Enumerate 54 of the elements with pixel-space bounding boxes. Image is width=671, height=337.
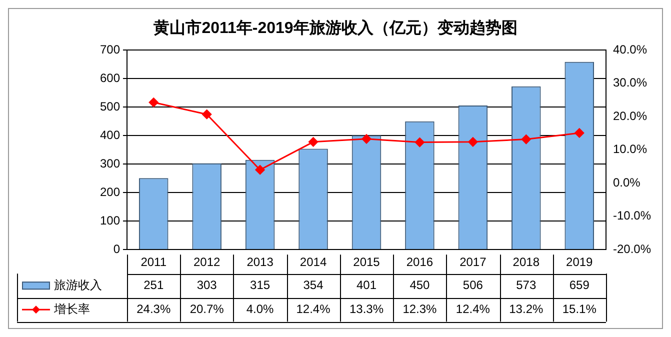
x-tick-label: 2018 [512, 255, 540, 270]
data-label: 12.3% [402, 302, 438, 316]
chart-title: 黄山市2011年-2019年旅游收入（亿元）变动趋势图 [152, 19, 518, 38]
data-label: 251 [144, 278, 164, 292]
y-tick-label: 0 [113, 242, 120, 256]
y-tick-label: 200 [100, 184, 120, 199]
y2-tick-label: 0.0% [612, 175, 641, 190]
y-tick-label: 400 [100, 128, 120, 142]
y2-tick-label: 40.0% [612, 42, 648, 57]
y-tick-label: 500 [100, 99, 120, 114]
data-label: 450 [410, 278, 430, 292]
x-tick-label: 2019 [566, 255, 594, 270]
legend-label: 增长率 [53, 302, 90, 316]
point [521, 134, 531, 144]
data-label: 15.1% [562, 302, 597, 316]
point [468, 137, 478, 147]
y-tick-label: 100 [100, 213, 120, 228]
x-tick-label: 2017 [460, 255, 487, 270]
point [202, 110, 212, 120]
data-label: 401 [356, 278, 377, 292]
legend-label: 旅游收入 [54, 278, 102, 292]
data-label: 24.3% [136, 302, 171, 316]
data-label: 659 [569, 278, 590, 292]
x-tick-label: 2016 [406, 255, 434, 270]
point [362, 134, 372, 144]
data-label: 315 [250, 278, 270, 292]
x-tick-label: 2012 [193, 255, 220, 270]
y2-tick-label: 20.0% [612, 108, 648, 123]
data-label: 13.3% [349, 302, 384, 316]
data-label: 303 [196, 278, 218, 292]
data-label: 12.4% [456, 302, 490, 316]
y-tick-label: 300 [100, 156, 120, 170]
y-tick-label: 700 [100, 42, 120, 57]
point [574, 128, 584, 138]
point [308, 137, 318, 147]
y2-tick-label: -20.0% [612, 242, 652, 256]
y2-tick-label: 10.0% [612, 142, 648, 156]
data-label: 4.0% [246, 302, 274, 316]
point [148, 98, 158, 108]
data-label: 20.7% [190, 302, 224, 316]
data-label: 12.4% [296, 302, 331, 316]
data-label: 354 [303, 278, 324, 292]
y-tick-label: 600 [100, 71, 120, 85]
x-tick-label: 2014 [300, 255, 327, 270]
data-label: 13.2% [509, 302, 544, 316]
data-label: 506 [462, 278, 484, 292]
x-tick-label: 2015 [353, 255, 380, 270]
y2-tick-label: 30.0% [612, 76, 648, 90]
x-tick-label: 2013 [246, 255, 274, 270]
y2-tick-label: -10.0% [612, 208, 652, 223]
point [414, 138, 424, 148]
point [255, 165, 265, 175]
data-label: 573 [516, 278, 536, 292]
x-tick-label: 2011 [140, 255, 167, 270]
